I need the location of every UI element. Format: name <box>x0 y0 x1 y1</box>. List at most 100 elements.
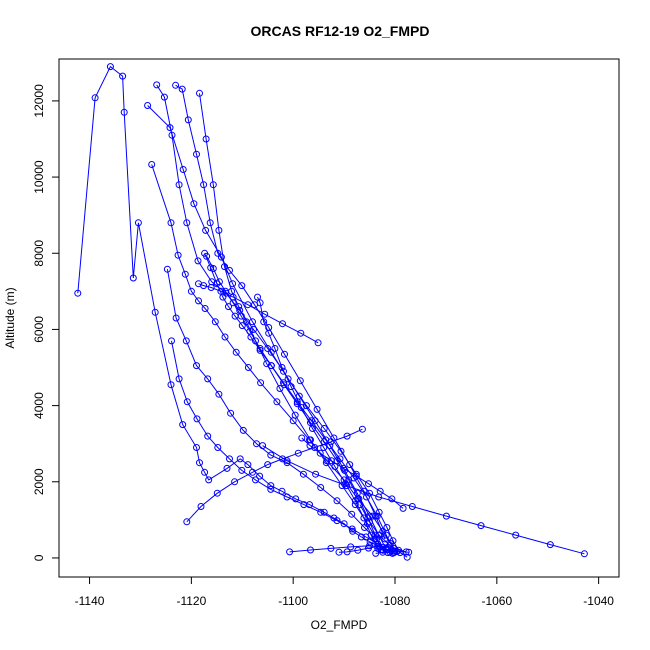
data-point <box>148 161 156 168</box>
data-point <box>193 415 201 423</box>
data-point <box>172 314 180 322</box>
series-line <box>301 437 404 509</box>
data-point <box>364 514 372 522</box>
data-point <box>374 543 382 550</box>
data-point <box>200 181 208 189</box>
data-point <box>204 432 212 440</box>
series-line <box>171 340 395 554</box>
data-point <box>343 482 351 490</box>
data-point <box>163 265 171 273</box>
data-point <box>261 310 269 318</box>
series-layer <box>74 63 588 561</box>
data-point <box>221 333 229 341</box>
data-point <box>167 219 175 227</box>
data-point <box>256 346 264 354</box>
data-point <box>299 470 307 478</box>
series-line <box>338 545 395 553</box>
data-point <box>327 438 335 446</box>
data-point <box>209 265 217 272</box>
data-point <box>213 489 221 497</box>
data-point <box>209 181 217 189</box>
data-point <box>91 94 99 102</box>
data-point <box>340 520 348 528</box>
data-point <box>283 457 291 465</box>
data-point <box>237 312 245 320</box>
y-tick-label: 6000 <box>32 316 46 343</box>
data-point <box>246 327 254 335</box>
data-point <box>202 226 210 234</box>
data-point <box>214 444 222 451</box>
data-point <box>313 405 321 413</box>
x-tick-label: -1140 <box>75 594 105 608</box>
data-point <box>375 508 383 516</box>
data-point <box>340 464 348 472</box>
data-point <box>221 263 228 271</box>
data-point <box>193 444 200 451</box>
data-point <box>256 345 264 352</box>
data-point <box>317 484 325 491</box>
data-point <box>196 89 203 97</box>
data-point <box>175 375 183 383</box>
data-point <box>153 81 161 89</box>
data-point <box>333 497 341 505</box>
data-point <box>354 546 362 554</box>
data-point <box>379 548 387 556</box>
data-point <box>175 181 183 189</box>
data-point <box>294 449 302 457</box>
data-point <box>265 329 273 337</box>
data-point <box>259 442 267 450</box>
data-point <box>327 544 335 552</box>
data-point <box>279 455 286 463</box>
x-axis: -1140 -1120 -1100 -1080 -1060 -1040 <box>75 576 614 608</box>
data-point <box>217 287 225 295</box>
data-point <box>376 487 384 495</box>
data-point <box>338 482 346 490</box>
data-point <box>281 350 288 358</box>
data-point <box>314 339 322 347</box>
data-point <box>283 493 291 501</box>
data-point <box>222 287 229 295</box>
data-point <box>256 472 264 480</box>
data-point <box>181 270 189 278</box>
y-tick-label: 8000 <box>32 240 46 267</box>
data-point <box>264 461 272 469</box>
series-line <box>77 65 409 553</box>
data-point <box>195 297 202 305</box>
data-point <box>337 447 345 455</box>
data-point <box>267 348 275 356</box>
data-point <box>580 550 588 558</box>
data-point <box>193 362 200 370</box>
data-point <box>267 451 275 459</box>
data-point <box>320 425 328 432</box>
data-point <box>356 501 364 509</box>
data-point <box>298 434 306 442</box>
data-point <box>546 541 554 549</box>
data-point <box>249 468 256 476</box>
data-point <box>371 531 379 539</box>
data-point <box>238 282 246 290</box>
y-tick-label: 4000 <box>32 392 46 419</box>
data-point <box>183 219 191 227</box>
data-point <box>256 299 264 307</box>
data-point <box>373 512 381 520</box>
data-point <box>238 322 246 330</box>
data-point <box>106 63 114 71</box>
data-point <box>367 531 375 539</box>
series-line <box>198 283 319 344</box>
data-point <box>293 400 301 408</box>
data-point <box>223 464 231 472</box>
data-point <box>172 81 180 89</box>
x-tick-label: -1120 <box>176 594 206 608</box>
data-point <box>226 455 233 463</box>
data-point <box>365 544 372 552</box>
data-point <box>229 293 237 301</box>
data-point <box>408 503 416 510</box>
data-point <box>201 305 209 312</box>
data-point <box>477 522 485 530</box>
data-point <box>383 524 391 531</box>
series-line <box>156 84 387 549</box>
data-point <box>327 457 335 465</box>
data-point <box>168 337 175 345</box>
data-point <box>215 226 223 234</box>
